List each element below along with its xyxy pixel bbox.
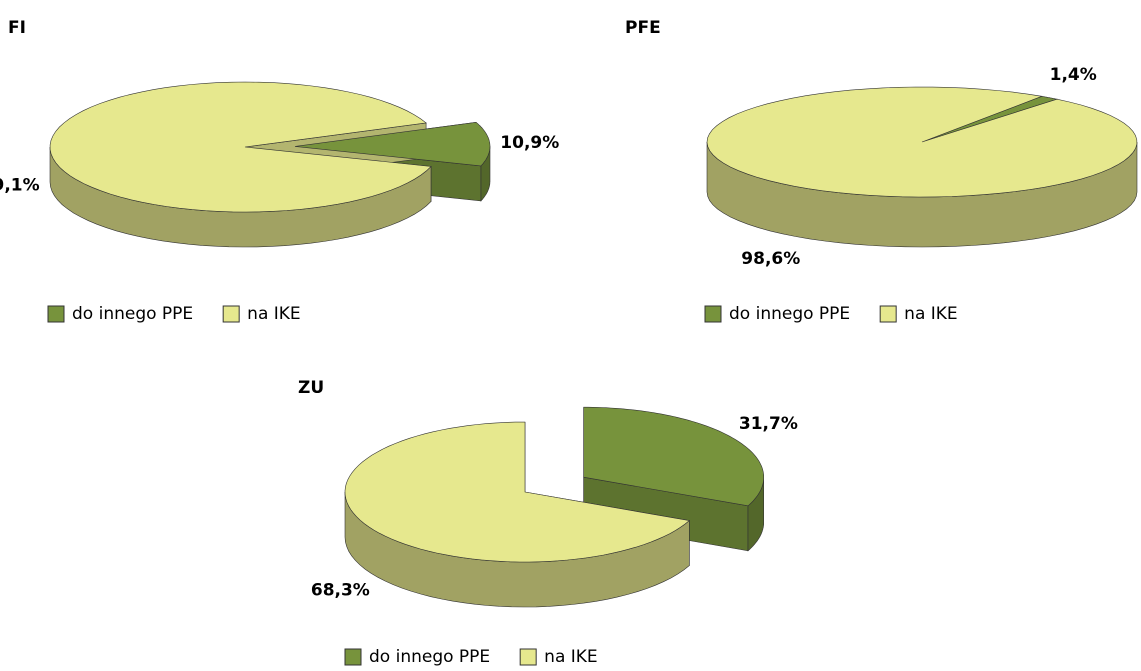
data-label: 89,1% [0, 175, 40, 195]
legend-swatch [344, 648, 362, 666]
chart-title: FI [8, 18, 26, 38]
legend-swatch [47, 305, 65, 323]
pie-slice [583, 406, 764, 507]
legend-label: na IKE [904, 304, 958, 324]
data-label: 31,7% [739, 414, 798, 434]
legend-label: na IKE [247, 304, 301, 324]
data-label: 68,3% [311, 580, 370, 600]
pie-slice [294, 121, 491, 167]
data-label: 1,4% [1050, 65, 1097, 85]
pie-slice [706, 86, 1138, 198]
pie-slice [921, 95, 1058, 143]
data-label: 10,9% [500, 133, 559, 153]
legend-label: na IKE [544, 647, 598, 667]
pie-slice [49, 81, 432, 213]
legend-label: do innego PPE [729, 304, 850, 324]
chart-title: ZU [298, 378, 324, 398]
legend-label: do innego PPE [72, 304, 193, 324]
legend-swatch [704, 305, 722, 323]
legend-label: do innego PPE [369, 647, 490, 667]
chart-title: PFE [625, 18, 661, 38]
data-label: 98,6% [741, 249, 800, 269]
legend-swatch [879, 305, 897, 323]
legend-swatch [222, 305, 240, 323]
legend-swatch [519, 648, 537, 666]
pie-slice [344, 421, 691, 563]
